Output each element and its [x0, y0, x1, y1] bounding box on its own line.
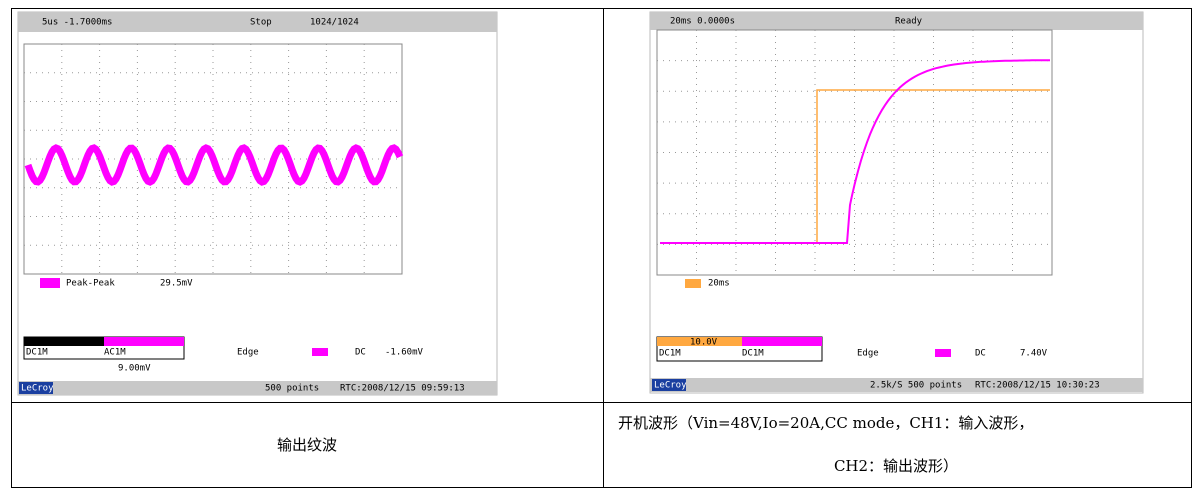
points: 2.5k/S 500 points — [870, 381, 962, 391]
brand: LeCroy — [21, 384, 54, 394]
status: Stop — [250, 18, 272, 28]
right-scope: 20ms 0.0000s Ready 20ms 10.0V DC1M DC1M … — [650, 12, 1143, 393]
caption-right-1: 开机波形（Vin=48V,Io=20A,CC mode，CH1：输入波形， — [618, 414, 1033, 432]
ch1-coupling: DC1M — [26, 348, 48, 358]
level: -1.60mV — [385, 348, 424, 358]
page: 5us -1.7000ms Stop 1024/1024 Peak-Peak 2… — [0, 0, 1203, 495]
left-scope: 5us -1.7000ms Stop 1024/1024 Peak-Peak 2… — [18, 12, 497, 395]
zoom: 20ms — [708, 279, 730, 289]
sweeps: 1024/1024 — [310, 18, 359, 28]
points: 500 points — [265, 384, 319, 394]
rtc: RTC:2008/12/15 10:30:23 — [975, 381, 1100, 391]
coupling: DC — [355, 348, 366, 358]
math-value: 9.00mV — [118, 364, 151, 374]
trigger: Edge — [857, 349, 879, 359]
ch1-coupling: DC1M — [659, 349, 681, 359]
volts: 10.0V — [690, 338, 718, 348]
timebase: 5us -1.7000ms — [42, 18, 112, 28]
trigger: Edge — [237, 348, 259, 358]
status: Ready — [895, 17, 923, 27]
caption-right-2: CH2：输出波形） — [834, 457, 958, 475]
ch2-coupling: DC1M — [742, 349, 764, 359]
ch2-coupling: AC1M — [104, 348, 126, 358]
measure: Peak-Peak — [66, 279, 115, 289]
caption-left: 输出纹波 — [277, 436, 337, 454]
timebase: 20ms 0.0000s — [670, 17, 735, 27]
rtc: RTC:2008/12/15 09:59:13 — [340, 384, 465, 394]
coupling: DC — [975, 349, 986, 359]
level: 7.40V — [1020, 349, 1048, 359]
brand: LeCroy — [654, 381, 687, 391]
measure-value: 29.5mV — [160, 279, 193, 289]
